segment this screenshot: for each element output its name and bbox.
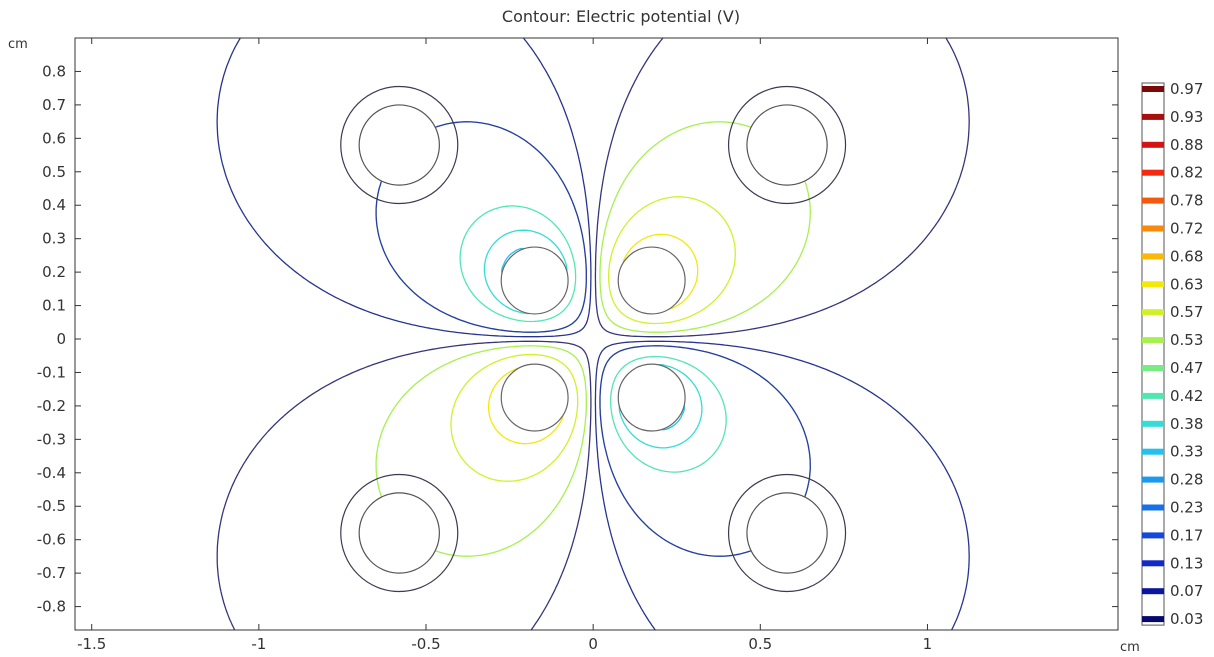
y-tick-label: 0.3 xyxy=(42,230,66,248)
colorbar-swatch xyxy=(1142,560,1164,567)
conductor xyxy=(500,246,569,315)
colorbar-level-label: 0.97 xyxy=(1170,80,1203,98)
x-tick-label: 0 xyxy=(588,635,598,653)
colorbar-level-label: 0.53 xyxy=(1170,331,1203,349)
colorbar-level-label: 0.82 xyxy=(1170,164,1203,182)
contour-line xyxy=(375,121,811,557)
conductor xyxy=(358,104,440,186)
x-tick-label: 0.5 xyxy=(748,635,772,653)
plot-frame xyxy=(74,37,1119,631)
colorbar-level-label: 0.17 xyxy=(1170,526,1203,544)
colorbar-level-label: 0.93 xyxy=(1170,108,1203,126)
contour-line xyxy=(450,196,736,482)
colorbar-swatch xyxy=(1142,365,1164,371)
colorbar-swatch xyxy=(1142,476,1164,483)
colorbar-swatch xyxy=(1142,448,1164,455)
contour-lines xyxy=(216,37,970,631)
colorbar-swatch xyxy=(1142,616,1164,623)
y-tick-label: -0.6 xyxy=(37,531,66,549)
colorbar-swatch xyxy=(1142,309,1164,316)
colorbar-swatch xyxy=(1142,392,1164,399)
y-tick-label: 0.1 xyxy=(42,297,66,315)
colorbar-swatch xyxy=(1142,113,1164,120)
colorbar-level-label: 0.42 xyxy=(1170,387,1203,405)
y-tick-label: -0.3 xyxy=(37,430,66,448)
colorbar-level-label: 0.38 xyxy=(1170,415,1203,433)
y-tick-label: -0.2 xyxy=(37,397,66,415)
colorbar-frame xyxy=(1141,82,1165,626)
conductor xyxy=(617,246,686,315)
conductor-circles xyxy=(340,85,847,593)
colorbar-level-label: 0.68 xyxy=(1170,247,1203,265)
conductor xyxy=(746,492,828,574)
colorbar-level-label: 0.78 xyxy=(1170,192,1203,210)
colorbar-level-label: 0.13 xyxy=(1170,554,1203,572)
conductor xyxy=(500,363,569,432)
colorbar-level-label: 0.33 xyxy=(1170,443,1203,461)
y-tick-label: -0.1 xyxy=(37,363,66,381)
x-tick-label: -1.5 xyxy=(77,635,106,653)
contour-line xyxy=(216,37,970,631)
contour-line xyxy=(216,37,970,631)
y-tick-label: 0.5 xyxy=(42,163,66,181)
y-tick-label: -0.4 xyxy=(37,464,66,482)
colorbar-swatch xyxy=(1142,253,1164,260)
conductor-halo xyxy=(340,85,459,205)
colorbar-level-label: 0.72 xyxy=(1170,220,1203,238)
colorbar-legend: 0.97 0.93 0.88 0.82 0.78 0.72 0.68 0.63 0.57 0.53… xyxy=(1141,80,1203,628)
y-tick-label: 0 xyxy=(56,330,66,348)
colorbar-swatch xyxy=(1142,588,1164,595)
colorbar-level-label: 0.47 xyxy=(1170,359,1203,377)
colorbar-level-label: 0.63 xyxy=(1170,275,1203,293)
y-tick-label: -0.5 xyxy=(37,497,66,515)
y-tick-label: 0.6 xyxy=(42,129,66,147)
y-tick-label: 0.2 xyxy=(42,263,66,281)
colorbar-level-label: 0.57 xyxy=(1170,303,1203,321)
conductor xyxy=(617,363,686,432)
conductor-halo xyxy=(727,473,847,593)
conductor-halo xyxy=(340,473,459,593)
colorbar-swatch xyxy=(1142,225,1164,232)
colorbar-swatch xyxy=(1142,86,1164,92)
colorbar-swatch xyxy=(1142,141,1164,148)
colorbar-swatch xyxy=(1142,169,1164,176)
x-tick-label: -1 xyxy=(251,635,266,653)
y-tick-label: 0.8 xyxy=(42,62,66,80)
y-tick-label: -0.7 xyxy=(37,564,66,582)
conductor xyxy=(746,104,828,186)
colorbar-level-label: 0.03 xyxy=(1170,610,1203,628)
colorbar-level-label: 0.07 xyxy=(1170,582,1203,600)
y-axis-unit: cm xyxy=(8,37,28,52)
colorbar-swatch xyxy=(1142,420,1164,427)
colorbar-swatch xyxy=(1142,532,1164,539)
x-tick-label: -0.5 xyxy=(411,635,440,653)
y-tick-label: 0.4 xyxy=(42,196,66,214)
chart-title: Contour: Electric potential (V) xyxy=(502,7,740,26)
colorbar-level-label: 0.23 xyxy=(1170,499,1203,517)
x-tick-label: 1 xyxy=(923,635,933,653)
colorbar-swatch xyxy=(1142,197,1164,204)
contour-line xyxy=(459,205,727,473)
y-tick-label: -0.8 xyxy=(37,598,66,616)
contour-line xyxy=(375,121,811,557)
colorbar-swatch xyxy=(1142,337,1164,344)
x-axis-unit: cm xyxy=(1120,640,1140,655)
colorbar-swatch xyxy=(1142,281,1164,288)
colorbar-level-label: 0.28 xyxy=(1170,471,1203,489)
conductor xyxy=(358,492,440,574)
colorbar-swatch xyxy=(1142,504,1164,511)
conductor-halo xyxy=(727,85,847,205)
y-tick-label: 0.7 xyxy=(42,96,66,114)
contour-line xyxy=(375,121,811,557)
y-axis: 0.8 0.7 0.6 0.5 0.4 0.3 0.2 0.1 0 -0.1 -0.2 -0.3 -0.… xyxy=(37,62,1118,616)
colorbar-level-label: 0.88 xyxy=(1170,136,1203,154)
x-axis: -1.5 -1 -0.5 0 0.5 1 xyxy=(77,38,932,653)
